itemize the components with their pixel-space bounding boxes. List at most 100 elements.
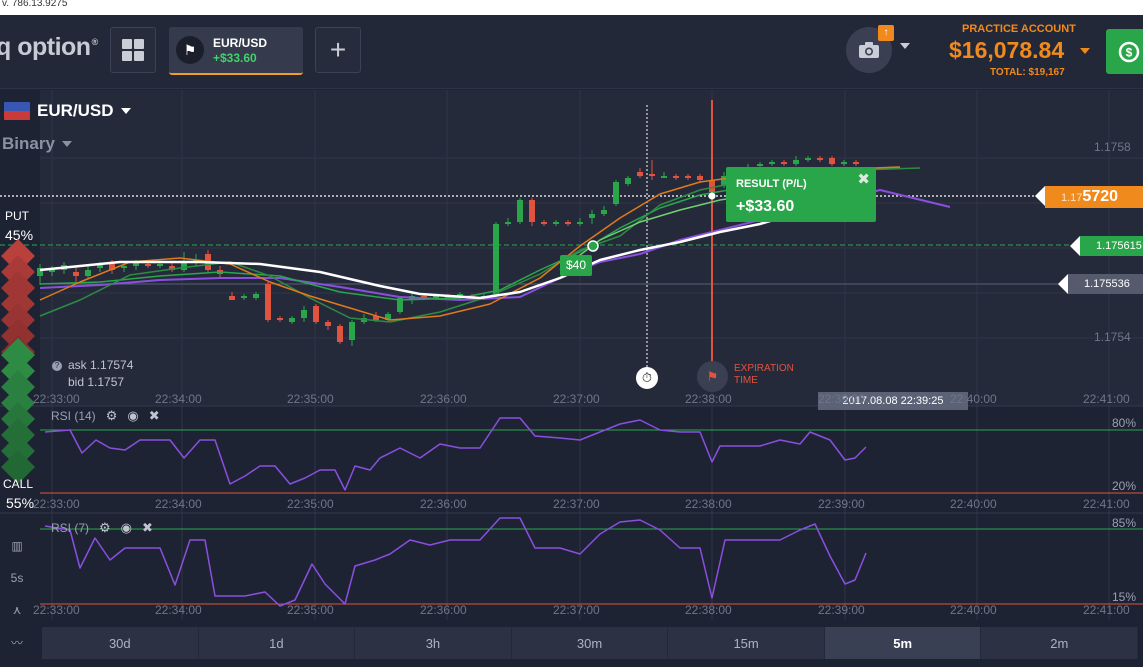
strike-price-tag: 1.175615 (1070, 236, 1143, 256)
timeframe-tab-2m[interactable]: 2m (981, 627, 1139, 659)
close-icon[interactable]: ✖ (148, 408, 160, 423)
asset-selector-name: EUR/USD (37, 101, 114, 120)
gear-icon[interactable]: ⚙ (105, 408, 118, 423)
eye-icon[interactable]: ◉ (120, 520, 133, 535)
option-type-selector[interactable]: Binary (2, 134, 72, 154)
candle-body (781, 162, 787, 164)
time-axis-label: 22:41:00 (1083, 392, 1130, 406)
put-label: PUT (5, 209, 29, 223)
candle-body (505, 222, 511, 224)
time-axis-label: 22:37:00 (553, 497, 600, 511)
gear-icon[interactable]: ⚙ (99, 520, 111, 535)
logo[interactable]: q option® (0, 33, 98, 61)
candle-body (793, 160, 799, 164)
candle-body (673, 176, 679, 178)
candle-body (661, 176, 667, 178)
time-axis-label: 22:39:00 (818, 603, 865, 617)
time-axis-label: 22:35:00 (287, 392, 334, 406)
candle-body (157, 264, 163, 266)
eu-us-flag-icon (4, 102, 30, 120)
close-icon[interactable]: ✖ (142, 520, 153, 535)
asset-selector[interactable]: EUR/USD (4, 101, 131, 121)
candle-body (529, 200, 535, 222)
tiles-menu-button[interactable] (110, 27, 156, 73)
timeframe-tab-30d[interactable]: 30d (42, 627, 199, 659)
rsi14-lower-level: 20% (1112, 479, 1137, 493)
time-axis-label: 22:40:00 (950, 392, 997, 406)
chart-tools: ▥ 5s ⋏ 〰 (0, 530, 34, 658)
timeframe-tab-3h[interactable]: 3h (355, 627, 512, 659)
top-header: q option® ⚑ EUR/USD +$33.60 + ↑ PRACTICE… (0, 15, 1143, 89)
candle-body (109, 264, 115, 270)
candle-body (265, 284, 271, 320)
time-axis-label: 22:40:00 (950, 603, 997, 617)
chevron-down-icon[interactable] (900, 43, 910, 49)
candle-body (721, 176, 727, 186)
time-axis-label: 22:34:00 (155, 603, 202, 617)
active-asset-tab[interactable]: ⚑ EUR/USD +$33.60 (169, 27, 303, 75)
interval-button[interactable]: 5s (10, 571, 24, 585)
chart-type-icon[interactable]: ▥ (11, 539, 23, 553)
time-axis-label: 22:41:00 (1083, 603, 1130, 617)
eye-icon[interactable]: ◉ (127, 408, 139, 423)
candle-body (181, 262, 187, 270)
account-chevron-down-icon[interactable] (1080, 48, 1090, 54)
checkered-flag-icon: ⚑ (697, 361, 728, 392)
deposit-button[interactable]: $ (1106, 29, 1143, 74)
time-axis-label: 22:39:00 (818, 392, 865, 406)
candle-body (829, 158, 835, 164)
call-percent: 55% (6, 495, 35, 511)
timeframe-tab-30m[interactable]: 30m (512, 627, 669, 659)
candle-body (385, 314, 391, 320)
rsi7-title: RSI (7) (51, 521, 90, 535)
plus-icon: + (329, 34, 347, 65)
candle-body (769, 162, 775, 164)
add-asset-button[interactable]: + (315, 27, 361, 73)
time-axis-label: 22:35:00 (287, 603, 334, 617)
time-axis-label: 22:33:00 (33, 603, 80, 617)
candle-body (313, 306, 319, 322)
asset-tab-name: EUR/USD (213, 36, 268, 50)
candle-body (97, 264, 103, 268)
moving-average-line (39, 206, 831, 300)
timeframe-tab-1d[interactable]: 1d (199, 627, 356, 659)
candle-body (121, 266, 127, 268)
time-axis-label: 22:38:00 (685, 497, 732, 511)
close-icon[interactable]: ✖ (857, 171, 870, 188)
rsi14-line (44, 417, 867, 491)
stopwatch-icon[interactable]: ⏱ (636, 367, 658, 389)
rsi14-upper-level: 80% (1112, 416, 1137, 430)
timeframe-tab-5m[interactable]: 5m (824, 627, 982, 659)
screenshot-button[interactable]: ↑ (846, 25, 894, 73)
time-axis-label: 22:37:00 (553, 392, 600, 406)
candle-body (337, 326, 343, 342)
account-balance[interactable]: $16,078.84 (949, 37, 1065, 63)
drawing-tools-icon[interactable]: ⋏ (12, 603, 22, 617)
call-sentiment-bar (0, 338, 36, 484)
upload-arrow-icon: ↑ (878, 25, 894, 41)
call-label: CALL (3, 477, 34, 491)
help-icon[interactable]: ? (52, 360, 62, 371)
candle-body (757, 164, 763, 166)
rsi7-lower-level: 15% (1112, 590, 1137, 604)
candle-body (805, 158, 811, 160)
price-axis-label-bottom: 1.1754 (1094, 330, 1131, 344)
candle-body (373, 316, 379, 320)
candle-body (241, 296, 247, 298)
candle-body (37, 268, 43, 276)
timeframe-tabs: 30d 1d 3h 30m 15m 5m 2m (42, 627, 1139, 659)
trade-amount-tag[interactable]: $40 (560, 255, 592, 276)
candle-body (49, 270, 55, 272)
checkered-flag-icon: ⚑ (176, 36, 204, 64)
candle-body (589, 214, 595, 218)
camera-icon (859, 42, 879, 58)
rsi7-line (44, 517, 867, 607)
asset-tab-profit: +$33.60 (213, 51, 257, 65)
time-axis-label: 22:38:00 (685, 603, 732, 617)
chevron-down-icon (61, 141, 72, 147)
indicators-icon[interactable]: 〰 (10, 635, 23, 650)
timeframe-tab-15m[interactable]: 15m (668, 627, 825, 659)
svg-text:$: $ (1125, 45, 1132, 59)
candle-body (841, 162, 847, 164)
